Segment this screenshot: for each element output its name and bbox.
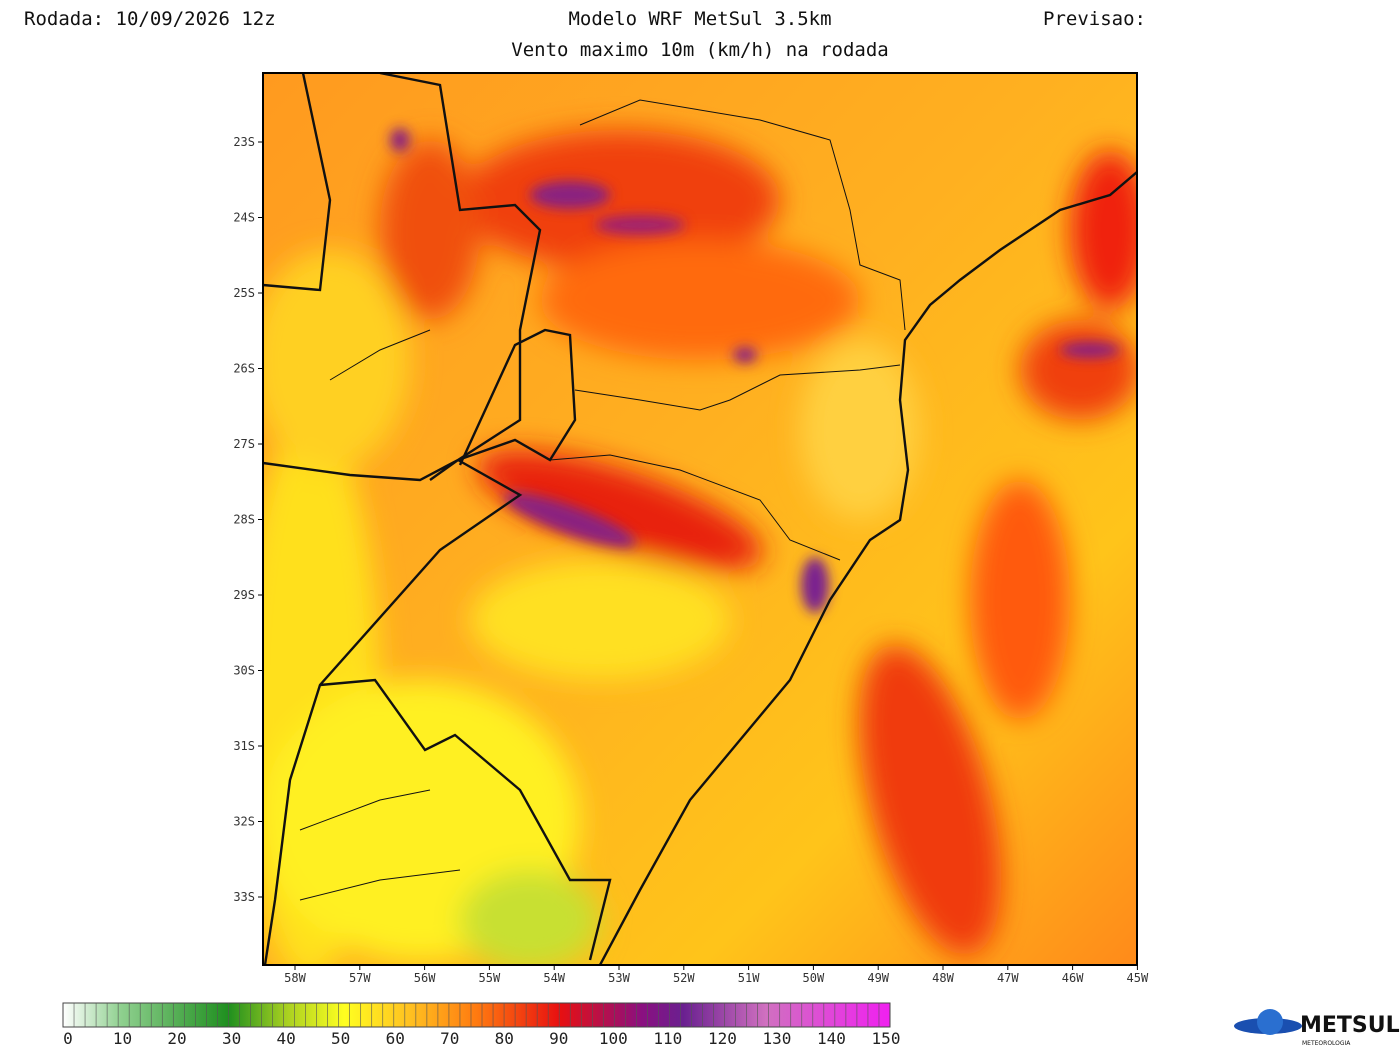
- colorbar-label: 90: [549, 1029, 568, 1048]
- colorbar-label: 70: [440, 1029, 459, 1048]
- lat-label: 26S: [233, 362, 255, 376]
- colorbar-label: 140: [817, 1029, 846, 1048]
- lon-label: 46W: [1062, 971, 1084, 985]
- wind-field: [263, 73, 1137, 965]
- logo-tagline: METEOROLOGIA: [1302, 1040, 1351, 1047]
- colorbar-label: 120: [708, 1029, 737, 1048]
- colorbar-label: 0: [63, 1029, 73, 1048]
- lon-label: 55W: [479, 971, 501, 985]
- lat-label: 31S: [233, 739, 255, 753]
- colorbar-label: 150: [872, 1029, 901, 1048]
- lon-label: 54W: [543, 971, 565, 985]
- colorbar-label: 10: [113, 1029, 132, 1048]
- colorbar-label: 40: [277, 1029, 296, 1048]
- lat-label: 33S: [233, 890, 255, 904]
- lat-label: 30S: [233, 664, 255, 678]
- lon-label: 47W: [997, 971, 1019, 985]
- subtitle: Vento maximo 10m (km/h) na rodada: [511, 39, 889, 61]
- lon-label: 52W: [673, 971, 695, 985]
- lat-label: 23S: [233, 135, 255, 149]
- colorbar-label: 130: [762, 1029, 791, 1048]
- colorbar-label: 100: [599, 1029, 628, 1048]
- boundaries: [263, 73, 1137, 965]
- lon-label: 57W: [349, 971, 371, 985]
- colorbar-ticks: 0 10 20 30 40 50 60 70 80 90 100 110 120 130 140 150: [63, 1003, 900, 1048]
- colorbar-label: 20: [167, 1029, 186, 1048]
- model-label: Modelo WRF MetSul 3.5km: [568, 8, 831, 30]
- lat-label: 27S: [233, 437, 255, 451]
- colorbar: [62, 1002, 891, 1028]
- lat-label: 25S: [233, 286, 255, 300]
- colorbar-label: 30: [222, 1029, 241, 1048]
- colorbar-label: 60: [386, 1029, 405, 1048]
- lon-label: 56W: [414, 971, 436, 985]
- lat-label: 32S: [233, 815, 255, 829]
- lon-label: 49W: [867, 971, 889, 985]
- lon-label: 48W: [932, 971, 954, 985]
- run-label: Rodada: 10/09/2026 12z: [24, 8, 276, 30]
- colorbar-label: 80: [495, 1029, 514, 1048]
- lat-label: 29S: [233, 588, 255, 602]
- colorbar-label: 110: [653, 1029, 682, 1048]
- colorbar-label: 50: [331, 1029, 350, 1048]
- lon-label: 45W: [1127, 971, 1149, 985]
- forecast-label: Previsao:: [1043, 8, 1146, 30]
- lat-label: 28S: [233, 513, 255, 527]
- lon-label: 51W: [738, 971, 760, 985]
- lon-label: 58W: [284, 971, 306, 985]
- logo-name: METSUL: [1300, 1013, 1400, 1038]
- logo: METSUL METEOROLOGIA: [1234, 1009, 1400, 1047]
- lon-label: 50W: [803, 971, 825, 985]
- lat-label: 24S: [233, 211, 255, 225]
- lon-label: 53W: [608, 971, 630, 985]
